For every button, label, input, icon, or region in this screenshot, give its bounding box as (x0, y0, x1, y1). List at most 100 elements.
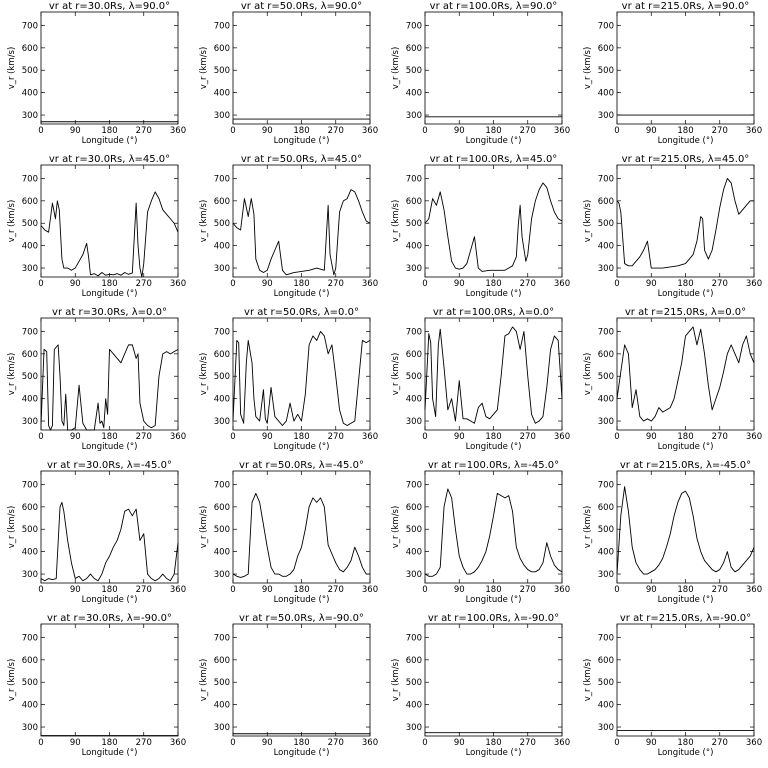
x-tick-label: 90 (262, 738, 273, 748)
y-axis-label: v_r (km/s) (391, 353, 401, 396)
y-tick-label: 300 (406, 264, 422, 274)
chart-title: vr at r=100.0Rs, λ=0.0° (433, 307, 554, 318)
chart-title: vr at r=215.0Rs, λ=-90.0° (620, 613, 751, 624)
x-axis-label: Longitude (°) (274, 442, 330, 452)
chart-title: vr at r=215.0Rs, λ=90.0° (622, 1, 750, 12)
y-tick-label: 700 (406, 480, 422, 490)
x-tick-label: 270 (520, 585, 536, 595)
x-axis-label: Longitude (°) (274, 289, 330, 299)
x-tick-label: 90 (70, 432, 81, 442)
chart-title: vr at r=30.0Rs, λ=0.0° (52, 307, 167, 318)
y-tick-label: 500 (406, 678, 422, 688)
series-line (424, 182, 563, 272)
x-axis-label: Longitude (°) (466, 595, 522, 605)
y-tick-label: 300 (214, 570, 230, 580)
y-tick-label: 300 (22, 417, 38, 427)
x-axis-label: Longitude (°) (466, 442, 522, 452)
chart-panel: vr at r=215.0Rs, λ=90.0° 0 90 180 270 360 300 4… (576, 0, 768, 153)
y-tick-label: 600 (214, 503, 230, 513)
y-axis-label: v_r (km/s) (391, 47, 401, 90)
y-tick-label: 400 (214, 548, 230, 558)
y-tick-label: 700 (598, 174, 614, 184)
x-tick-label: 90 (646, 738, 657, 748)
y-tick-label: 500 (214, 525, 230, 535)
x-tick-label: 90 (454, 126, 465, 136)
y-tick-label: 300 (214, 417, 230, 427)
y-tick-label: 300 (22, 723, 38, 733)
y-tick-label: 600 (214, 656, 230, 666)
plot-frame (616, 623, 755, 737)
y-tick-label: 600 (598, 197, 614, 207)
x-tick-label: 180 (293, 126, 309, 136)
x-tick-label: 360 (362, 432, 378, 442)
chart-panel: vr at r=100.0Rs, λ=45.0° 0 90 180 270 360 300 4… (384, 153, 576, 306)
y-tick-label: 400 (406, 548, 422, 558)
x-tick-label: 270 (520, 126, 536, 136)
x-axis-label: Longitude (°) (658, 289, 714, 299)
series-line (40, 344, 179, 431)
chart-svg: vr at r=100.0Rs, λ=-90.0° 0 90 180 270 360 300… (391, 613, 570, 758)
y-tick-label: 400 (598, 701, 614, 711)
y-tick-label: 300 (598, 417, 614, 427)
y-tick-label: 600 (598, 350, 614, 360)
y-tick-label: 600 (214, 197, 230, 207)
chart-title: vr at r=50.0Rs, λ=-90.0° (239, 613, 364, 624)
y-tick-label: 600 (598, 503, 614, 513)
chart-panel: vr at r=30.0Rs, λ=0.0° 0 90 180 270 360 300 400… (0, 306, 192, 459)
y-tick-label: 600 (214, 350, 230, 360)
y-tick-label: 700 (214, 21, 230, 31)
x-tick-label: 360 (362, 279, 378, 289)
x-tick-label: 270 (136, 585, 152, 595)
chart-svg: vr at r=215.0Rs, λ=-90.0° 0 90 180 270 360 300… (583, 613, 762, 758)
y-tick-label: 700 (22, 21, 38, 31)
y-tick-label: 700 (406, 174, 422, 184)
chart-panel: vr at r=215.0Rs, λ=-90.0° 0 90 180 270 360 300… (576, 612, 768, 765)
x-tick-label: 180 (101, 432, 117, 442)
x-tick-label: 90 (646, 432, 657, 442)
x-tick-label: 180 (101, 279, 117, 289)
plot-frame (232, 11, 371, 125)
x-axis-label: Longitude (°) (658, 595, 714, 605)
y-tick-label: 700 (214, 174, 230, 184)
y-tick-label: 500 (22, 525, 38, 535)
y-tick-label: 300 (214, 111, 230, 121)
chart-title: vr at r=50.0Rs, λ=0.0° (244, 307, 359, 318)
y-tick-label: 700 (22, 633, 38, 643)
y-tick-label: 400 (598, 395, 614, 405)
x-tick-label: 180 (485, 738, 501, 748)
chart-panel: vr at r=50.0Rs, λ=-90.0° 0 90 180 270 360 300 4… (192, 612, 384, 765)
x-tick-label: 90 (262, 585, 273, 595)
chart-svg: vr at r=100.0Rs, λ=0.0° 0 90 180 270 360 300 40… (391, 307, 570, 452)
x-axis-label: Longitude (°) (658, 442, 714, 452)
y-tick-label: 700 (22, 480, 38, 490)
x-tick-label: 0 (230, 738, 235, 748)
x-tick-label: 90 (454, 432, 465, 442)
x-tick-label: 360 (554, 585, 570, 595)
y-tick-label: 300 (598, 111, 614, 121)
y-tick-label: 500 (406, 372, 422, 382)
y-tick-label: 700 (598, 327, 614, 337)
y-tick-label: 700 (406, 21, 422, 31)
x-tick-label: 270 (328, 126, 344, 136)
plot-frame (424, 317, 563, 431)
x-tick-label: 90 (454, 279, 465, 289)
series-line (232, 330, 371, 426)
y-tick-label: 500 (214, 372, 230, 382)
series-line (616, 177, 754, 269)
x-tick-label: 90 (454, 585, 465, 595)
y-tick-label: 400 (22, 242, 38, 252)
y-axis-label: v_r (km/s) (583, 353, 593, 396)
x-tick-label: 90 (262, 279, 273, 289)
chart-panel: vr at r=215.0Rs, λ=45.0° 0 90 180 270 360 300 4… (576, 153, 768, 306)
chart-panel: vr at r=50.0Rs, λ=45.0° 0 90 180 270 360 300 40… (192, 153, 384, 306)
y-tick-label: 500 (22, 66, 38, 76)
chart-title: vr at r=30.0Rs, λ=45.0° (49, 154, 170, 165)
y-tick-label: 700 (598, 633, 614, 643)
x-tick-label: 270 (520, 738, 536, 748)
x-tick-label: 0 (38, 432, 43, 442)
y-tick-label: 300 (406, 570, 422, 580)
y-axis-label: v_r (km/s) (7, 47, 17, 90)
y-tick-label: 400 (406, 89, 422, 99)
plot-frame (232, 623, 371, 737)
